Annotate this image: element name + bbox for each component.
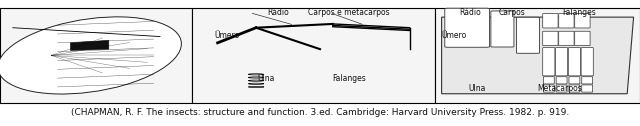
FancyBboxPatch shape <box>556 48 568 76</box>
Text: Ümero: Ümero <box>214 31 240 40</box>
FancyBboxPatch shape <box>582 77 593 84</box>
FancyBboxPatch shape <box>569 85 580 92</box>
Text: Carpos: Carpos <box>499 8 525 17</box>
FancyBboxPatch shape <box>575 31 590 46</box>
Text: Ulna: Ulna <box>257 74 275 83</box>
FancyBboxPatch shape <box>491 11 514 47</box>
FancyBboxPatch shape <box>568 48 580 76</box>
FancyBboxPatch shape <box>559 14 574 28</box>
Text: Falanges: Falanges <box>332 74 365 83</box>
FancyBboxPatch shape <box>445 8 490 47</box>
FancyBboxPatch shape <box>575 14 590 28</box>
Text: Metacarpos: Metacarpos <box>538 84 582 93</box>
FancyBboxPatch shape <box>516 17 540 53</box>
FancyBboxPatch shape <box>556 77 567 84</box>
Text: Rádio: Rádio <box>460 8 481 17</box>
Text: Ulna: Ulna <box>468 84 486 93</box>
FancyBboxPatch shape <box>582 85 593 92</box>
Ellipse shape <box>0 17 181 94</box>
Bar <box>0 8 192 103</box>
FancyBboxPatch shape <box>543 31 558 46</box>
Text: Falanges: Falanges <box>563 8 596 17</box>
FancyBboxPatch shape <box>559 31 574 46</box>
Bar <box>192 8 435 103</box>
FancyBboxPatch shape <box>556 85 567 92</box>
FancyBboxPatch shape <box>543 14 558 28</box>
Polygon shape <box>442 17 634 94</box>
FancyBboxPatch shape <box>543 48 555 76</box>
Text: (CHAPMAN, R. F. The insects: structure and function. 3.ed. Cambridge: Harvard Un: (CHAPMAN, R. F. The insects: structure a… <box>71 108 569 117</box>
Text: Carpos e metacarpos: Carpos e metacarpos <box>308 8 390 17</box>
FancyBboxPatch shape <box>543 77 554 84</box>
Polygon shape <box>70 40 109 50</box>
Text: Ümero: Ümero <box>442 31 467 40</box>
Text: Rádio: Rádio <box>268 8 289 17</box>
FancyBboxPatch shape <box>569 77 580 84</box>
FancyBboxPatch shape <box>543 85 554 92</box>
Bar <box>435 8 640 103</box>
FancyBboxPatch shape <box>581 48 593 76</box>
